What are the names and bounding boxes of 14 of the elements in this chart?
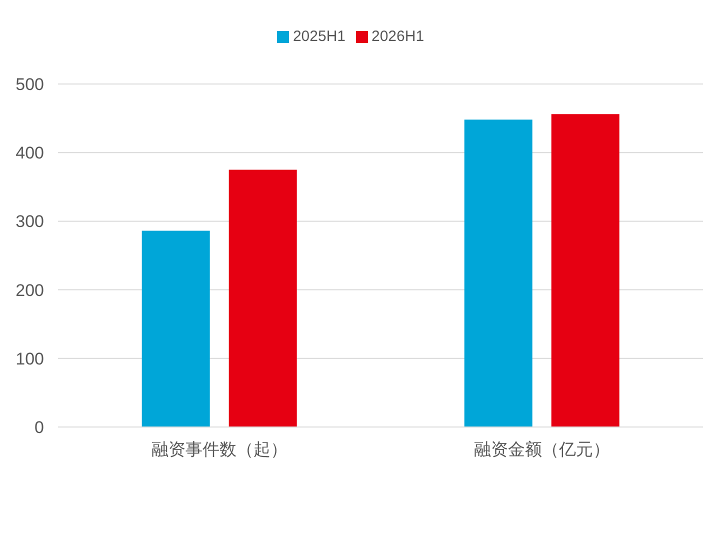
x-tick-label: 融资事件数（起） [151,440,288,460]
legend-label: 2025H1 [292,28,346,45]
y-tick-label: 300 [16,212,44,232]
bar [551,114,620,427]
y-tick-label: 200 [16,280,44,300]
y-tick-label: 500 [16,75,44,94]
legend-label: 2026H1 [372,28,424,45]
y-tick-label: 100 [16,349,44,368]
y-tick-label: 400 [16,144,44,163]
bar [228,170,297,427]
bar [464,120,532,427]
x-tick-label: 融资金额（亿元） [474,440,610,460]
bar [142,230,210,427]
y-tick-label: 0 [34,418,44,438]
